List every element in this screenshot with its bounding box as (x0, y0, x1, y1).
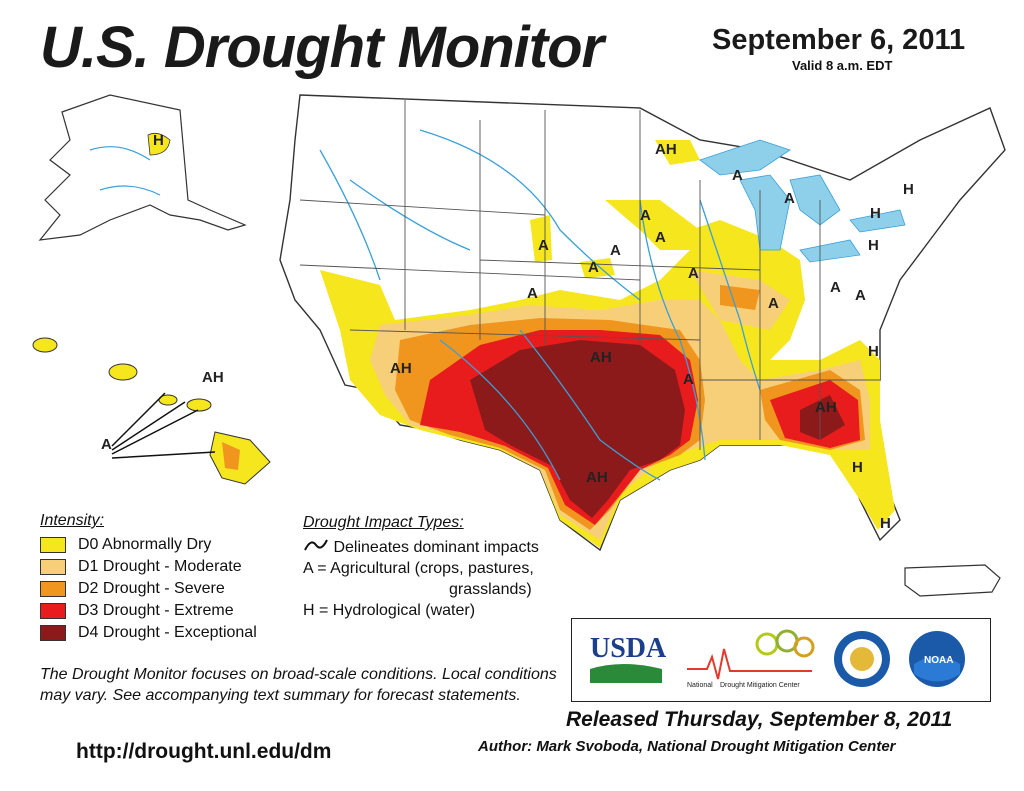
legend-item-d1: D1 Drought - Moderate (40, 556, 257, 578)
delineation-line-icon (304, 539, 328, 551)
label-h-fl2: H (880, 515, 891, 532)
ndmc-logo: National Drought Mitigation Center (687, 629, 815, 689)
continental-us (279, 94, 1006, 552)
disclaimer-note: The Drought Monitor focuses on broad-sca… (40, 666, 557, 704)
label-a-dakota: A (538, 237, 549, 254)
d4-swatch (40, 625, 66, 641)
label-a-ind: A (768, 295, 779, 312)
d1-swatch (40, 559, 66, 575)
label-h-ny3: H (868, 237, 879, 254)
label-h-ak: H (153, 132, 164, 149)
label-ah-hi: AH (202, 369, 224, 386)
legend-item-d3: D3 Drought - Extreme (40, 600, 257, 622)
commerce-seal-icon (834, 631, 890, 687)
release-date: Released Thursday, September 8, 2011 (566, 708, 953, 731)
d3-swatch (40, 603, 66, 619)
label-ah-az: AH (390, 360, 412, 377)
map-date: September 6, 2011 (712, 24, 966, 56)
svg-text:NOAA: NOAA (924, 655, 953, 666)
intensity-legend: Intensity: D0 Abnormally Dry D1 Drought … (40, 512, 257, 644)
label-a-mich: A (784, 190, 795, 207)
legend-label-d2: D2 Drought - Severe (78, 580, 225, 597)
label-a-neb: A (588, 259, 599, 276)
label-a-hi: A (101, 436, 112, 453)
website-link[interactable]: http://drought.unl.edu/dm (76, 740, 332, 763)
legend-label-d4: D4 Drought - Exceptional (78, 624, 257, 641)
label-a-ohio: A (830, 279, 841, 296)
noaa-logo: NOAA (909, 631, 965, 687)
svg-text:Drought Mitigation Center: Drought Mitigation Center (720, 682, 800, 689)
legend-label-d0: D0 Abnormally Dry (78, 536, 212, 553)
label-a-minn: A (732, 167, 743, 184)
alaska (38, 94, 247, 241)
legend-item-d2: D2 Drought - Severe (40, 578, 257, 600)
label-a-ark: A (683, 371, 694, 388)
legend-label-d3: D3 Drought - Extreme (78, 602, 234, 619)
label-ah-north: AH (655, 141, 677, 158)
label-a-iowa: A (655, 229, 666, 246)
label-a-penn: A (855, 287, 866, 304)
d0-swatch (40, 537, 66, 553)
impact-labels: AH A A A H H H A A A A A A A A A H AH AH… (101, 132, 914, 532)
usda-logo: USDA (590, 633, 667, 683)
hawaii (32, 337, 271, 485)
delineates-row: Delineates dominant impacts (303, 537, 539, 558)
label-a-wisc: A (640, 207, 651, 224)
delineates-text: Delineates dominant impacts (333, 539, 539, 556)
legend-item-d0: D0 Abnormally Dry (40, 534, 257, 556)
legend-item-d4: D4 Drought - Exceptional (40, 622, 257, 644)
label-a-neb2: A (610, 242, 621, 259)
partner-logos: USDA National Drought Mitigation Center … (571, 618, 991, 702)
label-a-ill: A (688, 265, 699, 282)
label-ah-ok: AH (590, 349, 612, 366)
d2-swatch (40, 581, 66, 597)
label-ah-ga: AH (815, 399, 837, 416)
puerto-rico (904, 564, 1001, 597)
label-h-va: H (868, 343, 879, 360)
label-h-fl: H (852, 459, 863, 476)
impacts-heading: Drought Impact Types: (303, 514, 464, 531)
author-credit: Author: Mark Svoboda, National Drought M… (478, 738, 896, 755)
valid-time: Valid 8 a.m. EDT (792, 58, 893, 73)
legend-label-d1: D1 Drought - Moderate (78, 558, 242, 575)
svg-text:USDA: USDA (590, 633, 667, 664)
impact-types-legend: Drought Impact Types: Delineates dominan… (303, 512, 539, 621)
page-title: U.S. Drought Monitor (40, 15, 604, 80)
label-a-kan: A (527, 285, 538, 302)
label-h-ny1: H (903, 181, 914, 198)
hydrological-text: H = Hydrological (water) (303, 602, 476, 619)
agricultural-text: A = Agricultural (crops, pastures, (303, 560, 534, 577)
svg-text:National: National (687, 682, 713, 689)
label-ah-tx: AH (586, 469, 608, 486)
label-h-ny2: H (870, 205, 881, 222)
legend-heading: Intensity: (40, 512, 105, 529)
agricultural-text-cont: grasslands) (449, 581, 532, 598)
